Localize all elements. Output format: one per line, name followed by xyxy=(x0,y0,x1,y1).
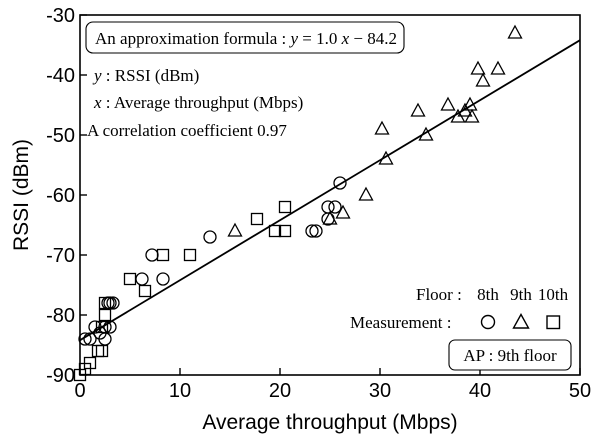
data-point-10th-square xyxy=(183,248,197,262)
data-point-8th-circle xyxy=(333,176,347,190)
data-point-10th-square xyxy=(268,224,282,238)
floor-label: Floor : xyxy=(416,285,462,304)
legend-circle-marker xyxy=(480,314,496,330)
formula-tail: − 84.2 xyxy=(349,29,397,48)
x-tick-label: 30 xyxy=(369,380,391,402)
ap-box xyxy=(448,339,572,371)
data-point-8th-circle xyxy=(83,332,97,346)
x-definition-var: x xyxy=(93,93,102,112)
data-point-9th-triangle xyxy=(322,210,338,225)
x-tick-label: 20 xyxy=(269,380,291,402)
y-tick-label: -50 xyxy=(46,125,75,147)
floor-name-8th: 8th xyxy=(477,285,499,304)
data-point-10th-square xyxy=(278,200,292,214)
data-point-8th-circle xyxy=(156,272,170,286)
data-point-8th-circle xyxy=(145,248,159,262)
y-definition-text: : RSSI (dBm) xyxy=(102,66,200,85)
data-point-8th-circle xyxy=(309,224,323,238)
data-point-10th-square xyxy=(138,284,152,298)
x-tick-label: 50 xyxy=(569,380,591,402)
y-definition: y : RSSI (dBm) xyxy=(92,66,199,85)
data-point-10th-square xyxy=(250,212,264,226)
fit-line xyxy=(79,39,581,341)
data-point-8th-circle xyxy=(305,224,319,238)
y-tick-label: -80 xyxy=(46,305,75,327)
data-point-8th-circle xyxy=(321,200,335,214)
data-point-8th-circle xyxy=(78,332,92,346)
data-point-10th-square xyxy=(95,320,109,334)
data-point-9th-triangle xyxy=(490,60,506,75)
y-tick-label: -70 xyxy=(46,245,75,267)
data-point-8th-circle xyxy=(106,296,120,310)
data-point-10th-square xyxy=(91,344,105,358)
data-point-9th-triangle xyxy=(418,126,434,141)
ap-label: AP : 9th floor xyxy=(463,346,557,365)
y-tick-label: -60 xyxy=(46,185,75,207)
y-tick-label: -30 xyxy=(46,5,75,27)
x-tick-label: 0 xyxy=(74,380,85,402)
data-point-8th-circle xyxy=(328,200,342,214)
floor-name-9th: 9th xyxy=(510,285,532,304)
axis-ticks: 0 10 20 30 40 50 -90 -80 -70 -60 -50 -40 -30 xyxy=(46,5,591,402)
floor-name-10th: 10th xyxy=(538,285,569,304)
data-point-8th-circle xyxy=(135,272,149,286)
legend-triangle-marker xyxy=(512,313,530,329)
formula-box xyxy=(85,21,405,54)
data-point-9th-triangle xyxy=(227,222,243,237)
x-definition: x : Average throughput (Mbps) xyxy=(93,93,303,112)
data-point-9th-triangle xyxy=(440,96,456,111)
y-definition-var: y xyxy=(92,66,102,85)
formula-rhs: = 1.0 xyxy=(298,29,342,48)
data-point-9th-triangle xyxy=(475,72,491,87)
data-point-9th-triangle xyxy=(462,96,478,111)
data-point-10th-square xyxy=(278,224,292,238)
data-point-9th-triangle xyxy=(358,186,374,201)
formula-var-y: y xyxy=(288,29,298,48)
data-point-10th-square xyxy=(98,308,112,322)
data-point-9th-triangle xyxy=(507,24,523,39)
x-tick-label: 10 xyxy=(169,380,191,402)
data-point-9th-triangle xyxy=(410,102,426,117)
data-point-9th-triangle xyxy=(464,108,480,123)
data-points xyxy=(73,24,523,382)
y-tick-label: -90 xyxy=(46,365,75,387)
data-point-10th-square xyxy=(156,248,170,262)
data-point-9th-triangle xyxy=(378,150,394,165)
fit-line-group xyxy=(79,39,581,341)
x-tick-label: 40 xyxy=(469,380,491,402)
formula-var-x: x xyxy=(341,29,350,48)
data-point-9th-triangle xyxy=(470,60,486,75)
x-definition-text: : Average throughput (Mbps) xyxy=(102,93,304,112)
data-point-10th-square xyxy=(123,272,137,286)
y-axis-label: RSSI (dBm) xyxy=(10,139,33,251)
data-point-10th-square xyxy=(95,344,109,358)
formula-prefix: An approximation formula : xyxy=(95,29,290,48)
legend-square-marker xyxy=(546,315,561,330)
x-axis-label: Average throughput (Mbps) xyxy=(202,411,457,434)
data-point-10th-square xyxy=(83,356,97,370)
data-point-9th-triangle xyxy=(374,120,390,135)
formula-text: An approximation formula : y = 1.0 x − 8… xyxy=(95,29,397,48)
measurement-label: Measurement : xyxy=(350,313,452,332)
y-tick-label: -40 xyxy=(46,65,75,87)
correlation-text: A correlation coefficient 0.97 xyxy=(87,121,287,140)
data-point-8th-circle xyxy=(203,230,217,244)
data-point-9th-triangle xyxy=(335,204,351,219)
data-point-10th-square xyxy=(98,296,112,310)
